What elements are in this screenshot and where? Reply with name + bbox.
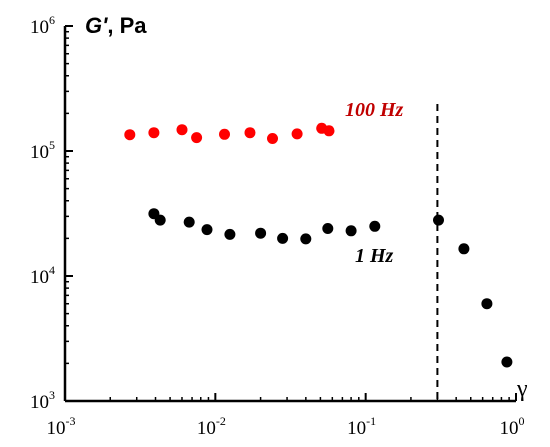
data-point-100hz — [124, 129, 136, 141]
x-tick-base: 10 — [347, 418, 366, 439]
x-axis-label: γ — [516, 376, 528, 402]
x-tick-exp: -3 — [66, 414, 76, 428]
x-tick-label: 100 — [500, 414, 525, 439]
data-point-1hz — [183, 216, 195, 228]
x-tick-exp: -2 — [216, 414, 226, 428]
y-axis-label-unit: , Pa — [107, 13, 147, 38]
axes — [63, 26, 516, 403]
data-point-1hz — [345, 225, 357, 237]
data-point-100hz — [244, 127, 256, 139]
y-tick-exp: 5 — [49, 138, 55, 152]
series-label-1hz: 1 Hz — [355, 245, 394, 267]
series-label-100hz: 100 Hz — [345, 99, 404, 121]
data-point-1hz — [277, 232, 289, 244]
y-axis-label: G', Pa — [85, 13, 147, 38]
data-point-100hz — [323, 125, 335, 137]
data-markers — [124, 122, 513, 368]
data-point-100hz — [267, 133, 278, 144]
x-tick-exp: 0 — [519, 414, 525, 428]
x-tick-exp: -1 — [366, 414, 376, 428]
data-point-1hz — [481, 298, 493, 310]
y-axis-label-symbol: G' — [85, 13, 108, 38]
data-point-100hz — [191, 132, 203, 144]
y-tick-base: 10 — [30, 267, 49, 288]
y-tick-label: 103 — [30, 388, 55, 413]
x-tick-label: 10-1 — [347, 414, 376, 439]
data-point-1hz — [255, 227, 267, 239]
y-tick-label: 104 — [30, 263, 55, 288]
y-tick-base: 10 — [30, 17, 49, 38]
y-tick-label: 105 — [30, 138, 55, 163]
x-tick-label: 10-3 — [47, 414, 76, 439]
data-point-1hz — [433, 214, 444, 226]
y-tick-exp: 6 — [49, 13, 55, 27]
data-point-1hz — [369, 220, 381, 232]
y-tick-label: 106 — [30, 13, 55, 38]
data-point-100hz — [219, 128, 230, 140]
data-point-1hz — [501, 356, 513, 368]
data-point-100hz — [176, 124, 188, 136]
data-point-100hz — [148, 127, 160, 139]
data-point-1hz — [224, 228, 236, 240]
data-point-1hz — [300, 233, 312, 245]
x-tick-base: 10 — [197, 418, 216, 439]
x-tick-base: 10 — [500, 418, 519, 439]
x-tick-base: 10 — [47, 418, 66, 439]
y-tick-base: 10 — [30, 142, 49, 163]
y-tick-exp: 4 — [49, 263, 55, 277]
x-tick-label: 10-2 — [197, 414, 226, 439]
data-point-1hz — [154, 214, 166, 226]
y-tick-base: 10 — [30, 392, 49, 413]
data-point-100hz — [291, 128, 303, 140]
data-point-1hz — [322, 223, 334, 234]
data-point-1hz — [201, 224, 213, 236]
y-tick-exp: 3 — [49, 388, 55, 402]
data-point-1hz — [458, 243, 470, 255]
